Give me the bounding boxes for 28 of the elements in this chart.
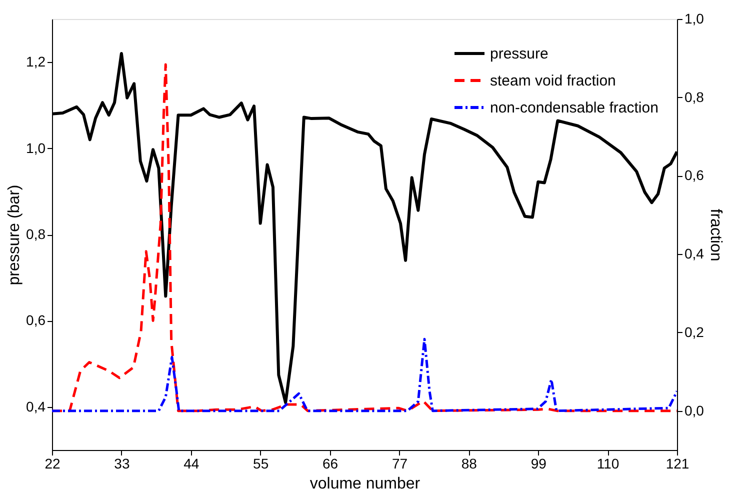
y2-axis-title: fraction bbox=[706, 208, 724, 262]
y-tick-label: 0,8 bbox=[26, 226, 46, 242]
y2-tick-label: 0,8 bbox=[684, 88, 704, 105]
x-tick-label: 77 bbox=[392, 456, 408, 472]
x-tick-label: 88 bbox=[461, 456, 478, 472]
y-axis-title: pressure (bar) bbox=[6, 184, 24, 286]
y2-tick-label: 0,2 bbox=[684, 324, 704, 340]
x-tick-label: 66 bbox=[322, 456, 338, 472]
legend-label: pressure bbox=[490, 46, 548, 62]
x-axis-title: volume number bbox=[310, 476, 421, 492]
y2-tick-label: 0,4 bbox=[684, 246, 704, 262]
x-tick-label: 110 bbox=[596, 456, 620, 472]
x-tick-label: 33 bbox=[114, 456, 130, 472]
x-tick-label: 121 bbox=[666, 456, 690, 472]
legend-label: non-condensable fraction bbox=[490, 100, 658, 116]
x-tick-label: 55 bbox=[253, 456, 269, 472]
line-series bbox=[52, 338, 677, 412]
y2-tick-label: 0,6 bbox=[684, 167, 704, 184]
x-tick-label: 22 bbox=[44, 456, 60, 472]
legend-label: steam void fraction bbox=[490, 72, 616, 90]
y-tick-label: 0,6 bbox=[26, 312, 46, 328]
y-tick-label: 1,0 bbox=[26, 140, 46, 156]
x-tick-label: 99 bbox=[530, 456, 547, 472]
x-tick-label: 44 bbox=[184, 456, 200, 472]
y-tick-label: 0,4 bbox=[26, 398, 46, 414]
y-tick-label: 1,2 bbox=[26, 54, 46, 70]
y2-tick-label: 1,0 bbox=[684, 10, 704, 26]
y2-tick-label: 0,0 bbox=[684, 402, 704, 418]
